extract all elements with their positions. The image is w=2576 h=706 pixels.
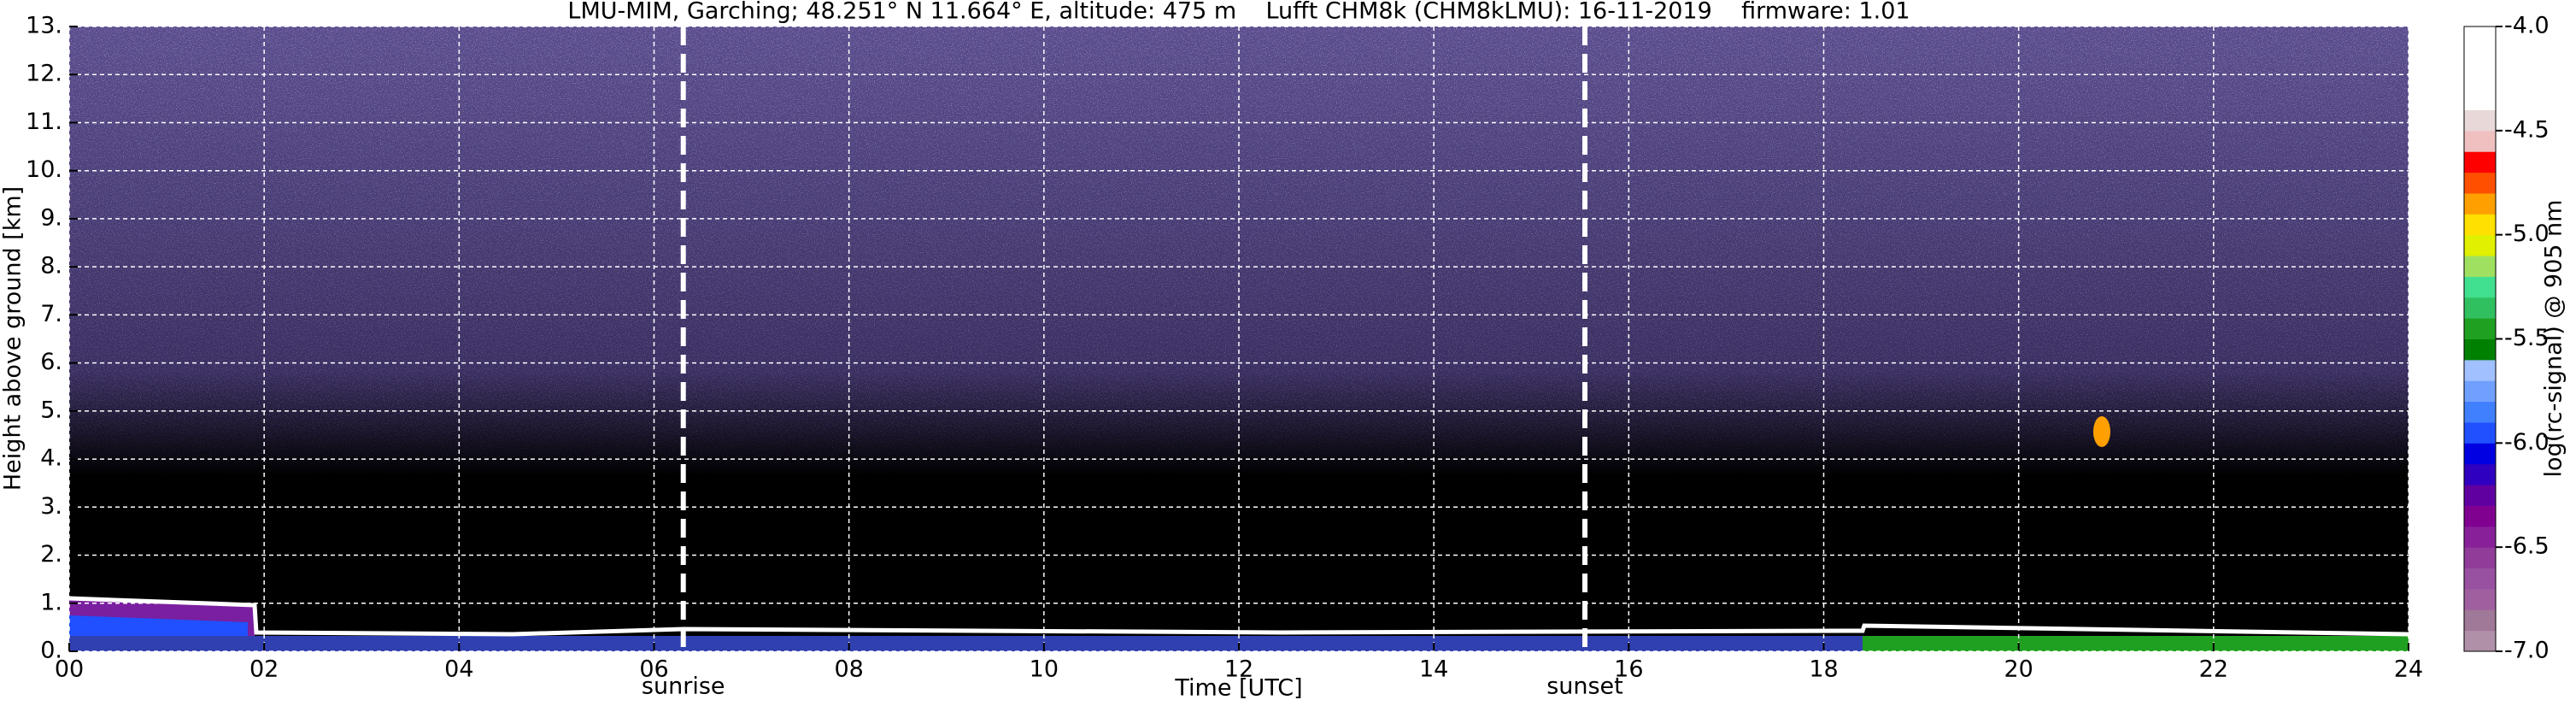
x-tick-label: 24 (2394, 656, 2423, 683)
x-tick-label: 20 (2004, 656, 2033, 683)
colorbar-segment (2464, 214, 2496, 236)
colorbar-segment (2464, 318, 2496, 339)
x-tick-label: 04 (444, 656, 473, 683)
colorbar-tick-label: -5.5 (2504, 325, 2550, 351)
colorbar-segment (2464, 172, 2496, 194)
x-tick-label: 02 (249, 656, 279, 683)
colorbar-segment (2464, 443, 2496, 465)
colorbar-segment (2464, 276, 2496, 298)
x-tick-label: 10 (1030, 656, 1059, 683)
colorbar-segment (2464, 47, 2496, 69)
y-tick-label: 9. (40, 204, 62, 231)
colorbar-segment (2464, 359, 2496, 381)
colorbar-label: log(rc-signal) @ 905 nm (2541, 200, 2567, 478)
x-tick-label: 06 (639, 656, 668, 683)
colorbar-segment (2464, 192, 2496, 215)
y-tick-label: 3. (40, 493, 62, 520)
colorbar-segment (2464, 26, 2496, 48)
colorbar-segment (2464, 568, 2496, 590)
colorbar-segment (2464, 463, 2496, 485)
chart-title: LMU-MIM, Garching; 48.251° N 11.664° E, … (567, 0, 1910, 25)
x-tick-label: 22 (2199, 656, 2228, 683)
colorbar-tick-label: -4.5 (2504, 116, 2550, 143)
colorbar-segment (2464, 630, 2496, 652)
x-tick-label: 00 (55, 656, 84, 683)
y-tick-label: 8. (40, 253, 62, 279)
y-tick-label: 12. (26, 61, 62, 87)
y-tick-label: 1. (40, 589, 62, 615)
y-tick-label: 6. (40, 349, 62, 375)
y-tick-label: 13. (26, 13, 62, 39)
colorbar-segment (2464, 588, 2496, 610)
x-axis-label: Time [UTC] (1174, 675, 1302, 702)
colorbar-segment (2464, 234, 2496, 256)
annotation-label: sunset (1546, 674, 1623, 700)
colorbar-tick-label: -4.0 (2504, 13, 2550, 39)
colorbar-segment (2464, 151, 2496, 174)
y-tick-label: 7. (40, 301, 62, 327)
colorbar-tick-label: -7.0 (2504, 638, 2550, 664)
colorbar-segment (2464, 505, 2496, 527)
colorbar-segment (2464, 89, 2496, 110)
x-tick-label: 18 (1809, 656, 1838, 683)
colorbar-segment (2464, 297, 2496, 319)
x-tick-label: 08 (834, 656, 863, 683)
colorbar-segment (2464, 380, 2496, 403)
y-axis-label: Height above ground [km] (0, 186, 26, 491)
colorbar-tick-label: -6.5 (2504, 533, 2550, 560)
colorbar-segment (2464, 130, 2496, 152)
colorbar-tick-label: -5.0 (2504, 221, 2550, 247)
annotation-label: sunrise (642, 674, 725, 700)
y-tick-label: 2. (40, 541, 62, 568)
y-tick-label: 0. (40, 638, 62, 664)
colorbar-segment (2464, 526, 2496, 548)
colorbar-tick-label: -6.0 (2504, 429, 2550, 456)
colorbar-segment (2464, 256, 2496, 277)
x-tick-label: 14 (1419, 656, 1448, 683)
y-tick-label: 10. (26, 156, 62, 183)
colorbar-segment (2464, 68, 2496, 90)
y-tick-label: 4. (40, 445, 62, 472)
x-tick-label: 12 (1224, 656, 1253, 683)
y-tick-label: 5. (40, 397, 62, 423)
colorbar-segment (2464, 421, 2496, 444)
colorbar-segment (2464, 547, 2496, 569)
colorbar-segment (2464, 338, 2496, 361)
colorbar-segment (2464, 401, 2496, 423)
y-tick-label: 11. (26, 109, 62, 135)
x-tick-label: 16 (1614, 656, 1643, 683)
colorbar-segment (2464, 109, 2496, 132)
colorbar-segment (2464, 609, 2496, 632)
colorbar-segment (2464, 485, 2496, 506)
